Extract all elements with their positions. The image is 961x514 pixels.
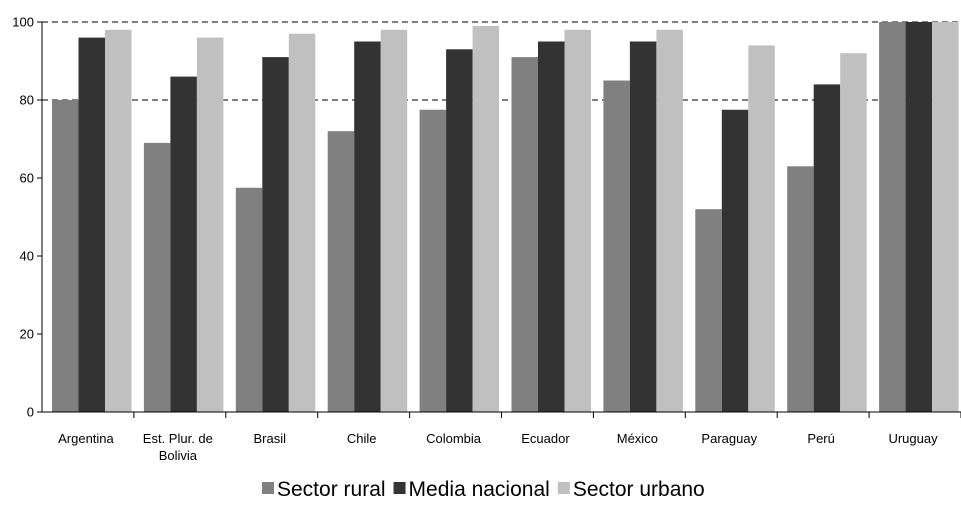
legend-label-1: Media nacional — [409, 478, 550, 501]
bar-sector-urbano-7 — [748, 45, 775, 413]
x-category-label-8: Perú — [807, 431, 834, 446]
bar-sector-urbano-3 — [380, 29, 408, 413]
x-category-label-4: Colombia — [426, 431, 482, 446]
bar-sector-rural-3 — [327, 131, 355, 412]
bar-sector-rural-2 — [235, 187, 263, 412]
bar-sector-urbano-4 — [472, 25, 500, 413]
x-category-label-9: Uruguay — [888, 431, 938, 446]
y-tick-label-20: 20 — [20, 327, 34, 342]
bar-sector-rural-4 — [419, 109, 447, 412]
bar-sector-urbano-5 — [564, 29, 591, 413]
legend: Sector rural Media nacional Sector urbano — [262, 478, 705, 501]
bar-media-nacional-2 — [262, 57, 289, 412]
legend-swatch-2 — [557, 482, 570, 494]
bar-sector-urbano-8 — [840, 53, 867, 412]
legend-swatch-0 — [262, 482, 274, 494]
bar-sector-rural-5 — [511, 57, 538, 412]
y-tick-label-100: 100 — [12, 15, 34, 30]
bar-media-nacional-8 — [813, 84, 841, 413]
axes — [37, 21, 961, 418]
bar-media-nacional-1 — [170, 76, 197, 412]
y-tick-label-40: 40 — [20, 249, 34, 264]
x-category-label-0: Argentina — [58, 431, 114, 446]
bar-media-nacional-9 — [905, 22, 933, 412]
bar-sector-rural-7 — [695, 209, 722, 412]
x-category-labels: Argentina Est. Plur. de Bolivia Brasil Chile… — [58, 431, 938, 463]
bar-sector-rural-0 — [52, 100, 79, 412]
bar-sector-urbano-2 — [288, 33, 316, 412]
bar-sector-urbano-0 — [105, 29, 132, 413]
x-category-label-6: México — [617, 431, 658, 446]
bar-media-nacional-3 — [354, 41, 381, 412]
bar-media-nacional-7 — [721, 109, 749, 412]
x-category-label-1: Est. Plur. de — [143, 431, 213, 446]
x-category-label-3: Chile — [347, 431, 377, 446]
bar-media-nacional-4 — [446, 49, 473, 413]
legend-label-2: Sector urbano — [573, 478, 705, 501]
legend-swatch-1 — [393, 482, 406, 494]
bar-sector-rural-8 — [787, 166, 814, 412]
x-category-label-1-line1: Bolivia — [159, 448, 198, 463]
bars — [52, 22, 959, 413]
bar-sector-rural-6 — [603, 80, 630, 412]
bar-media-nacional-0 — [78, 37, 105, 412]
bar-sector-urbano-1 — [196, 37, 224, 412]
x-category-label-2: Brasil — [253, 431, 286, 446]
y-tick-label-60: 60 — [20, 171, 34, 186]
bar-sector-urbano-9 — [932, 22, 959, 412]
y-tick-label-0: 0 — [27, 405, 34, 420]
y-tick-labels: 0 20 40 60 80 100 — [12, 15, 34, 420]
x-category-label-5: Ecuador — [521, 431, 570, 446]
bar-sector-rural-9 — [879, 22, 906, 412]
bar-sector-urbano-6 — [656, 29, 683, 413]
bar-sector-rural-1 — [143, 142, 171, 412]
legend-label-0: Sector rural — [277, 478, 386, 501]
bar-media-nacional-6 — [629, 41, 657, 412]
bar-media-nacional-5 — [538, 41, 565, 412]
x-category-label-7: Paraguay — [701, 431, 757, 446]
y-tick-label-80: 80 — [20, 93, 34, 108]
